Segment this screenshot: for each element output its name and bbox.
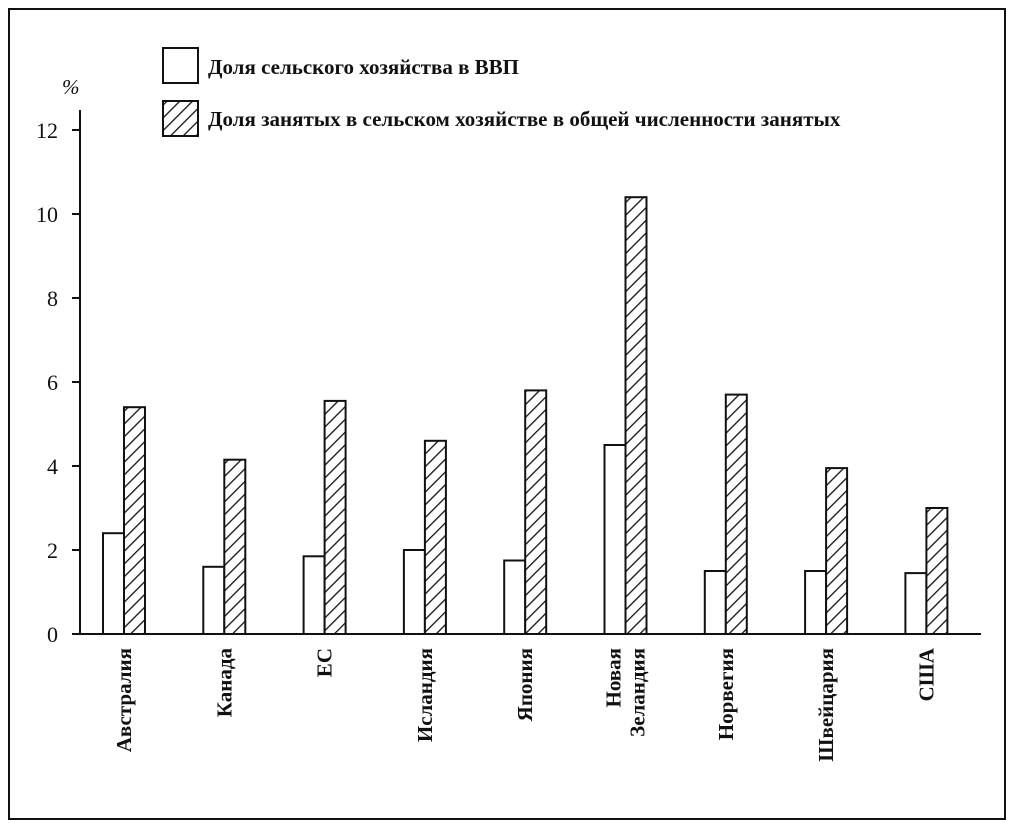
- legend-entry-plain: Доля сельского хозяйства в ВВП: [162, 47, 519, 84]
- x-tick-label-line: Швейцария: [814, 648, 838, 762]
- legend-swatch-hatched: [162, 100, 199, 137]
- x-tick-label-line: Канада: [212, 648, 236, 718]
- bar-employment-share: [624, 196, 648, 635]
- x-tick-label-line: Норвегия: [714, 648, 738, 740]
- x-tick-label-line: Япония: [513, 648, 537, 721]
- x-labels: Австралия Канада ЕС Исландия Япония Новая Зела…: [112, 647, 938, 761]
- y-tick-label: 2: [47, 538, 58, 563]
- x-tick-label: Австралия: [112, 648, 136, 752]
- legend-label-hatched: Доля занятых в сельском хозяйстве в обще…: [208, 107, 841, 131]
- x-tick-label-line: Новая: [602, 648, 626, 708]
- bar-employment-share: [925, 507, 949, 635]
- x-tick-label: ЕС: [313, 648, 337, 677]
- bar-employment-share: [123, 406, 146, 636]
- x-tick-label: Япония: [513, 648, 537, 721]
- bar-gdp-share: [402, 549, 426, 635]
- bar-employment-share: [423, 439, 447, 635]
- x-tick-label: Исландия: [413, 648, 437, 742]
- chart-frame: [8, 8, 1006, 820]
- y-tick-label: 12: [36, 118, 58, 143]
- y-tick-label: 8: [47, 286, 58, 311]
- legend-entry-hatched: Доля занятых в сельском хозяйстве в обще…: [162, 100, 841, 137]
- bar-gdp-share: [503, 559, 527, 635]
- x-tick-label: Канада: [212, 648, 236, 718]
- bar-employment-share: [825, 467, 849, 635]
- legend-label-plain: Доля сельского хозяйства в ВВП: [208, 55, 519, 79]
- legend: Доля сельского хозяйства в ВВП Доля заня…: [162, 47, 841, 137]
- bar-gdp-share: [302, 555, 326, 635]
- bar-employment-share: [724, 393, 748, 635]
- bar-gdp-share: [102, 532, 125, 636]
- x-tick-label-line: Зеландия: [626, 648, 650, 737]
- x-tick-label-line: Исландия: [413, 648, 437, 742]
- bar-employment-share: [323, 399, 347, 635]
- bar-gdp-share: [804, 570, 828, 635]
- x-tick-label-line: ЕС: [313, 648, 337, 677]
- bar-gdp-share: [904, 572, 928, 635]
- y-tick-label: 4: [47, 454, 58, 479]
- bar-gdp-share: [202, 565, 226, 635]
- bars: [102, 196, 949, 636]
- bar-gdp-share: [703, 570, 727, 635]
- x-tick-label: Швейцария: [814, 648, 838, 762]
- bar-employment-share: [223, 458, 247, 636]
- x-tick-label: США: [914, 647, 938, 701]
- x-tick-label: Норвегия: [714, 648, 738, 740]
- bar-employment-share: [524, 389, 548, 635]
- legend-swatch-plain: [162, 47, 199, 84]
- y-ticks: 0 2 4 6 8 10 12: [36, 118, 80, 647]
- x-tick-label-line: Австралия: [112, 648, 136, 752]
- y-axis-unit-label: %: [62, 75, 80, 99]
- x-tick-label: Новая Зеландия: [602, 648, 650, 737]
- bar-gdp-share: [603, 444, 627, 635]
- y-tick-label: 0: [47, 622, 58, 647]
- y-tick-label: 6: [47, 370, 58, 395]
- x-tick-label-line: США: [914, 647, 938, 701]
- y-tick-label: 10: [36, 202, 58, 227]
